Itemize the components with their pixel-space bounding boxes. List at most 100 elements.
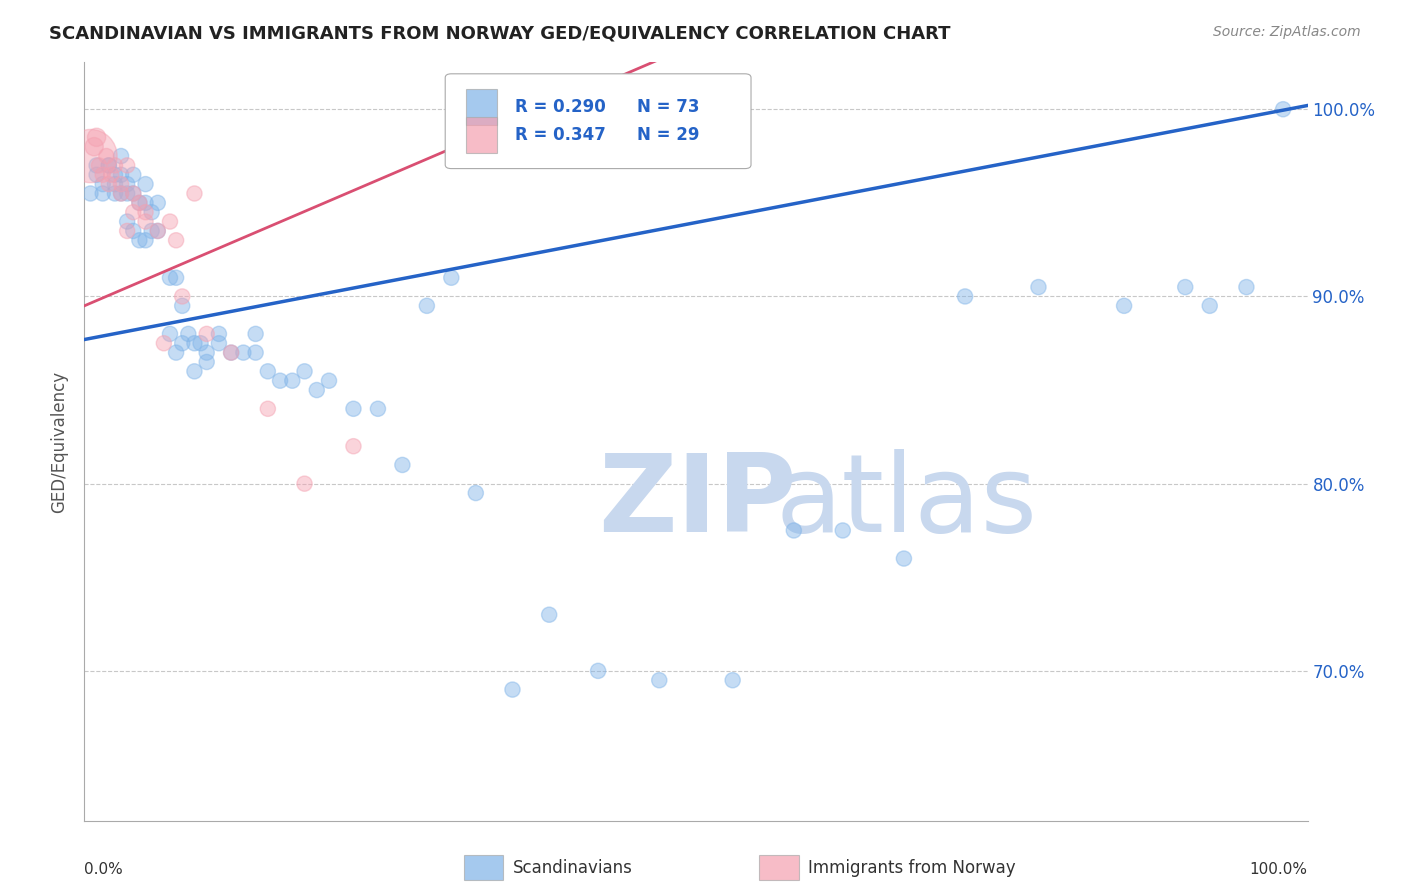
Text: N = 29: N = 29 — [637, 127, 700, 145]
Point — [104, 186, 127, 201]
Point — [1236, 280, 1258, 294]
Point — [146, 224, 169, 238]
Point — [91, 177, 114, 191]
Point — [135, 205, 157, 219]
Point — [195, 326, 218, 341]
Point — [159, 214, 181, 228]
Point — [1114, 299, 1136, 313]
Text: ZIP: ZIP — [598, 450, 797, 555]
Text: Source: ZipAtlas.com: Source: ZipAtlas.com — [1213, 25, 1361, 39]
Point — [165, 345, 187, 359]
Point — [86, 158, 108, 172]
Point — [342, 439, 364, 453]
Point — [502, 682, 524, 697]
Point — [294, 476, 316, 491]
Point — [190, 336, 212, 351]
Point — [165, 233, 187, 247]
Text: 0.0%: 0.0% — [84, 863, 124, 878]
Point — [104, 177, 127, 191]
Point — [146, 224, 169, 238]
FancyBboxPatch shape — [465, 89, 496, 126]
Point — [104, 168, 127, 182]
Point — [153, 336, 176, 351]
Point — [141, 224, 163, 238]
Point — [83, 139, 105, 153]
Point — [115, 158, 138, 172]
Point — [128, 195, 150, 210]
Point — [269, 374, 291, 388]
Text: N = 73: N = 73 — [637, 98, 700, 116]
Point — [172, 289, 194, 303]
Point — [87, 158, 110, 172]
Point — [281, 374, 304, 388]
Point — [165, 270, 187, 285]
Point — [86, 130, 108, 145]
Point — [122, 186, 145, 201]
Point — [110, 168, 132, 182]
Point — [208, 336, 231, 351]
Point — [135, 214, 157, 228]
Point — [86, 168, 108, 182]
Text: SCANDINAVIAN VS IMMIGRANTS FROM NORWAY GED/EQUIVALENCY CORRELATION CHART: SCANDINAVIAN VS IMMIGRANTS FROM NORWAY G… — [49, 25, 950, 43]
Point — [232, 345, 254, 359]
Point — [183, 364, 205, 378]
Point — [831, 524, 853, 538]
Point — [1174, 280, 1197, 294]
Point — [159, 326, 181, 341]
Point — [115, 186, 138, 201]
Point — [159, 270, 181, 285]
FancyBboxPatch shape — [465, 117, 496, 153]
Text: Immigrants from Norway: Immigrants from Norway — [808, 859, 1017, 877]
Point — [110, 186, 132, 201]
Text: atlas: atlas — [776, 450, 1038, 555]
Point — [538, 607, 561, 622]
Point — [183, 336, 205, 351]
Point — [104, 158, 127, 172]
Point — [172, 336, 194, 351]
Point — [79, 149, 101, 163]
Point — [122, 168, 145, 182]
Point — [367, 401, 389, 416]
Point — [219, 345, 242, 359]
Point — [257, 364, 280, 378]
Point — [97, 177, 120, 191]
Text: R = 0.347: R = 0.347 — [515, 127, 606, 145]
Point — [100, 168, 122, 182]
Point — [97, 158, 120, 172]
Point — [183, 186, 205, 201]
Point — [135, 177, 157, 191]
Point — [1198, 299, 1220, 313]
Point — [135, 233, 157, 247]
Point — [172, 299, 194, 313]
Point — [177, 326, 200, 341]
Point — [342, 401, 364, 416]
Point — [208, 326, 231, 341]
Point — [245, 345, 267, 359]
FancyBboxPatch shape — [446, 74, 751, 169]
Point — [294, 364, 316, 378]
Point — [586, 664, 609, 678]
Point — [91, 186, 114, 201]
Point — [96, 149, 118, 163]
Point — [115, 177, 138, 191]
Point — [146, 195, 169, 210]
Point — [122, 186, 145, 201]
Point — [721, 673, 744, 688]
Text: Scandinavians: Scandinavians — [513, 859, 633, 877]
Text: R = 0.290: R = 0.290 — [515, 98, 606, 116]
Point — [464, 486, 486, 500]
Point — [79, 186, 101, 201]
Point — [219, 345, 242, 359]
Point — [195, 345, 218, 359]
Point — [783, 524, 806, 538]
Point — [257, 401, 280, 416]
Point — [953, 289, 976, 303]
Point — [416, 299, 439, 313]
Point — [648, 673, 671, 688]
Point — [305, 383, 328, 397]
Point — [245, 326, 267, 341]
Point — [122, 224, 145, 238]
Point — [91, 168, 114, 182]
Point — [1272, 102, 1295, 116]
Point — [110, 186, 132, 201]
